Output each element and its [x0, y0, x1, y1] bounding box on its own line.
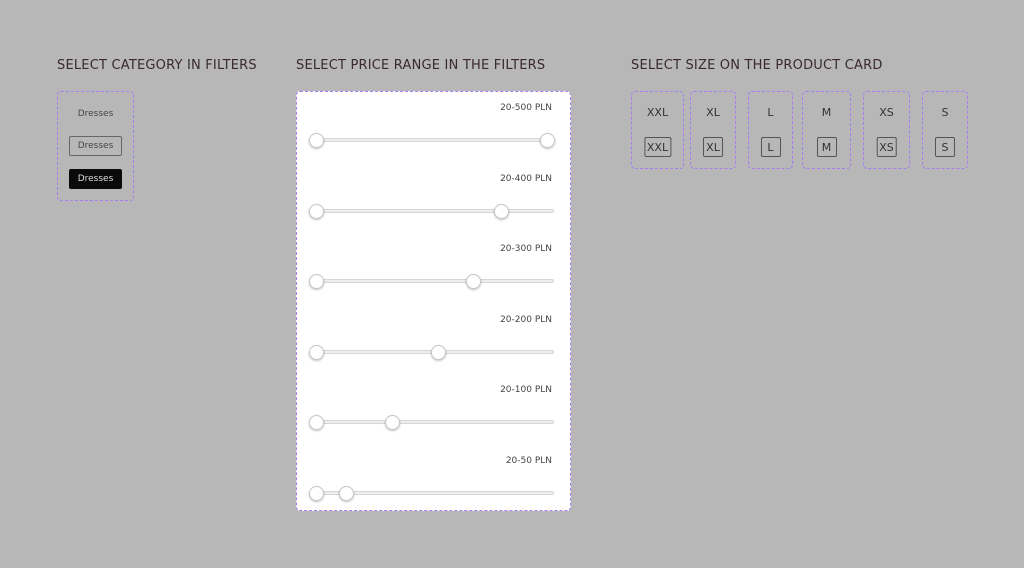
size-button[interactable]: L	[760, 137, 781, 157]
size-option-frame: XL XL	[690, 91, 736, 169]
price-range-label: 20-400 PLN	[500, 173, 552, 184]
price-range-label: 20-500 PLN	[500, 103, 552, 113]
price-min-handle[interactable]	[309, 344, 324, 360]
size-label[interactable]: L	[767, 106, 774, 119]
price-range-label: 20-50 PLN	[505, 456, 552, 466]
category-section-title: SELECT CATEGORY IN FILTERS	[57, 58, 257, 73]
size-button[interactable]: M	[816, 137, 837, 157]
price-min-handle[interactable]	[309, 133, 324, 148]
price-max-handle[interactable]	[540, 133, 555, 148]
price-max-handle[interactable]	[466, 274, 482, 290]
size-option-frame: L L	[748, 91, 793, 169]
size-label[interactable]: S	[941, 106, 949, 119]
size-label[interactable]: XS	[879, 106, 894, 119]
category-button-hover[interactable]: Dresses	[69, 136, 122, 156]
price-max-handle[interactable]	[431, 344, 447, 360]
category-states-frame: Dresses Dresses Dresses	[57, 91, 134, 201]
price-min-handle[interactable]	[309, 415, 324, 431]
size-option-frame: XXL XXL	[631, 91, 684, 169]
size-label[interactable]: XL	[706, 106, 720, 119]
size-option-frame: S S	[922, 91, 968, 169]
price-range-slider-track[interactable]	[316, 138, 554, 142]
price-min-handle[interactable]	[309, 274, 324, 290]
price-max-handle[interactable]	[385, 415, 401, 431]
size-button[interactable]: XXL	[643, 137, 672, 157]
price-max-handle[interactable]	[493, 203, 509, 219]
size-section-title: SELECT SIZE ON THE PRODUCT CARD	[631, 58, 883, 73]
price-range-slider-track[interactable]	[316, 279, 554, 284]
price-range-label: 20-300 PLN	[500, 244, 552, 255]
price-range-panel: 20-500 PLN 20-400 PLN 20-300 PLN 20-200 …	[296, 91, 571, 511]
price-range-label: 20-100 PLN	[500, 385, 552, 396]
price-section-title: SELECT PRICE RANGE IN THE FILTERS	[296, 58, 546, 73]
size-option-frame: M M	[802, 91, 851, 169]
size-button[interactable]: XL	[703, 137, 723, 157]
price-range-slider-track[interactable]	[316, 420, 554, 425]
price-min-handle[interactable]	[309, 203, 324, 219]
category-button-selected[interactable]: Dresses	[69, 169, 122, 189]
price-min-handle[interactable]	[309, 486, 324, 501]
category-button-default[interactable]: Dresses	[77, 109, 114, 119]
size-button[interactable]: XS	[876, 137, 897, 157]
size-label[interactable]: XXL	[646, 106, 669, 119]
size-button[interactable]: S	[935, 137, 955, 157]
price-range-slider-track[interactable]	[316, 208, 554, 213]
size-label[interactable]: M	[821, 106, 832, 119]
price-range-label: 20-200 PLN	[500, 314, 552, 325]
price-max-handle[interactable]	[339, 486, 355, 501]
size-option-frame: XS XS	[863, 91, 910, 169]
